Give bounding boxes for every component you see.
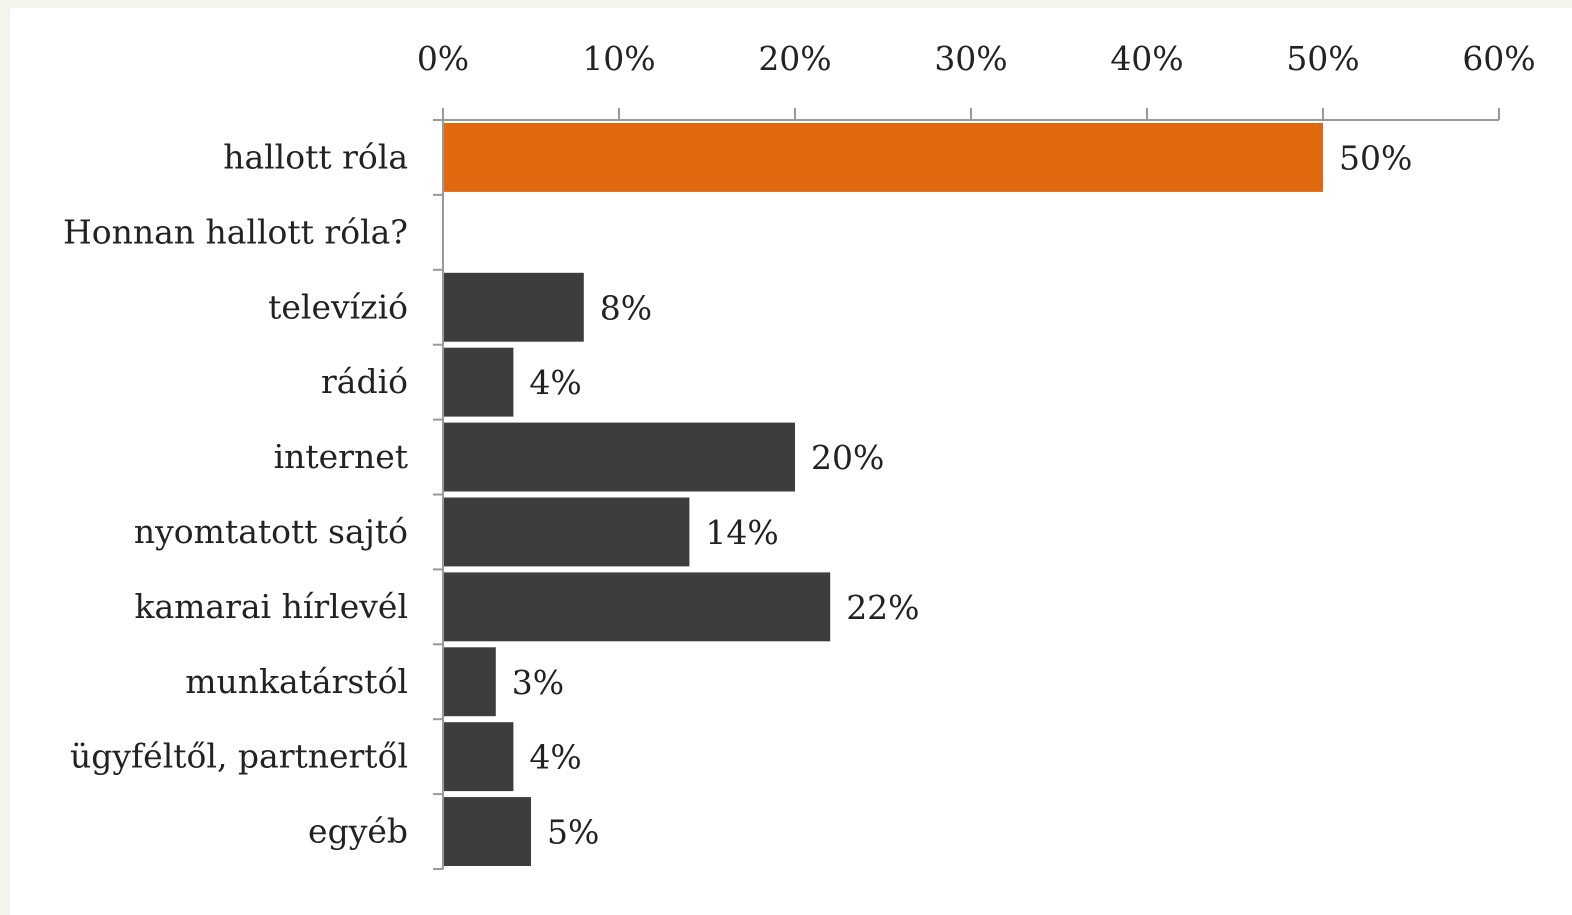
bar: [444, 422, 795, 492]
x-tick-label: 30%: [934, 39, 1007, 78]
category-label: ügyféltől, partnertől: [70, 737, 408, 776]
data-label: 50%: [1339, 138, 1412, 177]
x-tick-label: 10%: [582, 39, 655, 78]
bar: [444, 497, 690, 567]
category-label: munkatárstól: [185, 662, 408, 701]
category-label: televízió: [268, 287, 408, 326]
data-label: 5%: [547, 813, 599, 852]
bar: [444, 722, 514, 792]
bar: [444, 647, 496, 717]
x-tick-label: 20%: [758, 39, 831, 78]
category-label: kamarai hírlevél: [134, 587, 408, 626]
category-label: internet: [274, 437, 408, 476]
data-label: 4%: [529, 738, 581, 777]
data-label: 3%: [512, 663, 564, 702]
bar: [444, 272, 584, 342]
bar: [444, 347, 514, 417]
data-label: 22%: [846, 588, 919, 627]
data-label: 14%: [705, 513, 778, 552]
category-label: nyomtatott sajtó: [134, 512, 408, 551]
data-label: 20%: [811, 438, 884, 477]
x-tick-label: 40%: [1110, 39, 1183, 78]
x-tick-label: 60%: [1462, 39, 1535, 78]
bar: [444, 123, 1323, 192]
category-label: hallott róla: [223, 137, 408, 176]
category-label: egyéb: [308, 812, 408, 851]
bar: [444, 572, 831, 642]
data-label: 4%: [529, 363, 581, 402]
x-tick-label: 50%: [1286, 39, 1359, 78]
category-label: rádió: [321, 362, 408, 401]
x-tick-label: 0%: [417, 39, 469, 78]
bar: [444, 797, 531, 866]
data-label: 8%: [600, 288, 652, 327]
category-label: Honnan hallott róla?: [63, 212, 408, 251]
